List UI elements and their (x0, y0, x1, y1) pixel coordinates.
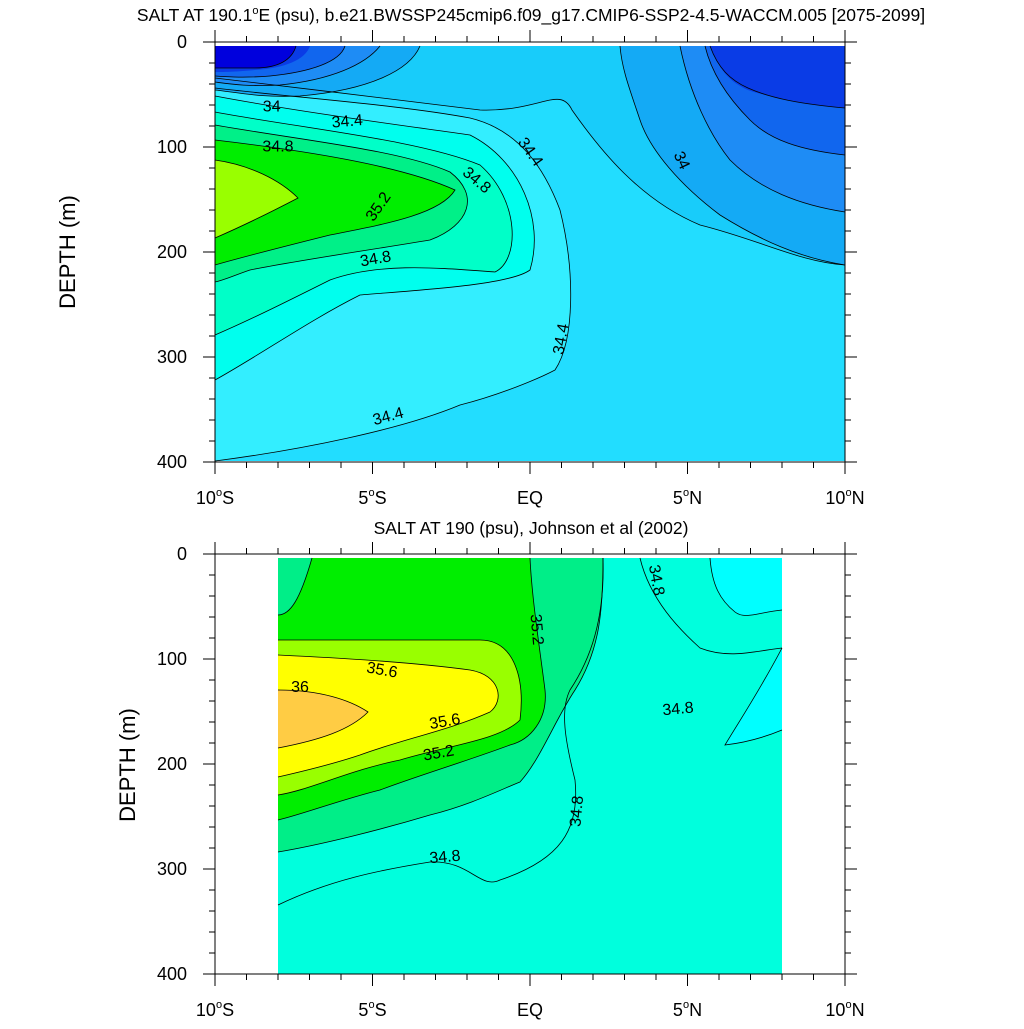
y-tick-label: 300 (157, 347, 187, 367)
panel-observed: SALT AT 190 (psu), Johnson et al (2002) … (115, 518, 865, 1020)
x-tick-label: 10oS (196, 999, 234, 1020)
panel-model-axis-ticks: 10oS 5oS EQ 5oN 10oN 0 100 200 300 400 (157, 30, 865, 508)
y-tick-label: 200 (157, 754, 187, 774)
contour-line (214, 95, 535, 381)
contour-line (214, 45, 381, 87)
contour-line (709, 45, 846, 109)
x-tick-label: 5oS (358, 999, 386, 1020)
salinity-band-35.4 (215, 140, 455, 265)
contour-line (277, 557, 604, 906)
contour-line (277, 689, 369, 749)
x-tick-label: 10oN (825, 487, 864, 508)
panel-model-plot-area (214, 45, 846, 462)
contour-line (214, 45, 346, 78)
salinity-band-35.6 (215, 160, 298, 238)
contour-label: 34.8 (429, 848, 462, 868)
contour-label: 35.2 (526, 613, 546, 646)
contour-line (679, 45, 846, 213)
contour-label: 34 (670, 149, 693, 172)
contour-label: 35.6 (365, 659, 399, 681)
contour-line (724, 647, 783, 746)
contour-label: 36 (291, 679, 309, 696)
panel-observed-ylabel: DEPTH (m) (115, 708, 140, 822)
salinity-band-35.6 (278, 655, 499, 777)
contour-line (704, 45, 846, 156)
contour-line (709, 557, 783, 616)
contour-line (214, 159, 299, 239)
contour-label: 34.8 (567, 795, 587, 828)
contour-line (277, 654, 499, 778)
y-tick-label: 0 (177, 32, 187, 52)
y-tick-label: 400 (157, 452, 187, 472)
contour-label: 34.8 (262, 139, 293, 156)
contour-line (639, 557, 783, 655)
fresh-band-west-33.4 (215, 46, 296, 68)
x-tick-label: EQ (517, 1000, 543, 1020)
y-tick-label: 100 (157, 649, 187, 669)
panel-observed-contour-labels: 34.8 35.2 35.6 36 35.6 34.8 35.2 34.8 34.8 (291, 563, 694, 867)
contour-label: 34.4 (331, 112, 364, 132)
contour-label: 34 (263, 99, 281, 116)
contour-line (619, 45, 846, 266)
contour-line (214, 111, 513, 336)
contour-line (277, 639, 522, 796)
panel-model-title: SALT AT 190.1oE (psu), b.e21.BWSSP245cmi… (137, 5, 925, 26)
contour-label: 34.8 (662, 700, 695, 720)
contour-line (215, 45, 297, 69)
y-tick-label: 400 (157, 964, 187, 984)
x-tick-label: 5oS (358, 487, 386, 508)
y-tick-label: 200 (157, 242, 187, 262)
fresh-band-east-lt-34.8-deep (725, 648, 782, 745)
contour-line (214, 124, 468, 283)
contour-label: 35.2 (422, 742, 456, 764)
panel-observed-axis-ticks: 10oS 5oS EQ 5oN 10oN 0 100 200 300 400 (157, 542, 865, 1020)
y-tick-label: 300 (157, 859, 187, 879)
contour-line (214, 139, 456, 266)
x-tick-label: 10oS (196, 487, 234, 508)
contour-line (277, 557, 546, 821)
contour-line (214, 87, 572, 462)
contour-line (277, 557, 604, 853)
x-tick-label: 5oN (673, 999, 702, 1020)
panel-observed-contour-lines (277, 557, 783, 906)
x-tick-label: EQ (517, 488, 543, 508)
x-tick-label: 5oN (673, 487, 702, 508)
contour-label: 35.6 (428, 711, 462, 733)
contour-line (214, 45, 421, 97)
contour-label: 34.8 (359, 248, 393, 270)
panel-observed-title: SALT AT 190 (psu), Johnson et al (2002) (374, 518, 689, 538)
contour-label: 34.4 (550, 322, 572, 356)
y-tick-label: 0 (177, 544, 187, 564)
fresh-band-east-lt-34.8 (710, 558, 782, 616)
panel-observed-plot-area (277, 557, 783, 974)
y-tick-label: 100 (157, 137, 187, 157)
contour-line (214, 77, 846, 266)
panel-model-ylabel: DEPTH (m) (55, 195, 80, 309)
panel-model-contour-lines (214, 45, 846, 462)
contour-label: 34.8 (645, 563, 667, 597)
x-tick-label: 10oN (825, 999, 864, 1020)
panel-model: SALT AT 190.1oE (psu), b.e21.BWSSP245cmi… (55, 5, 925, 508)
salinity-band-35.8 (278, 690, 368, 748)
